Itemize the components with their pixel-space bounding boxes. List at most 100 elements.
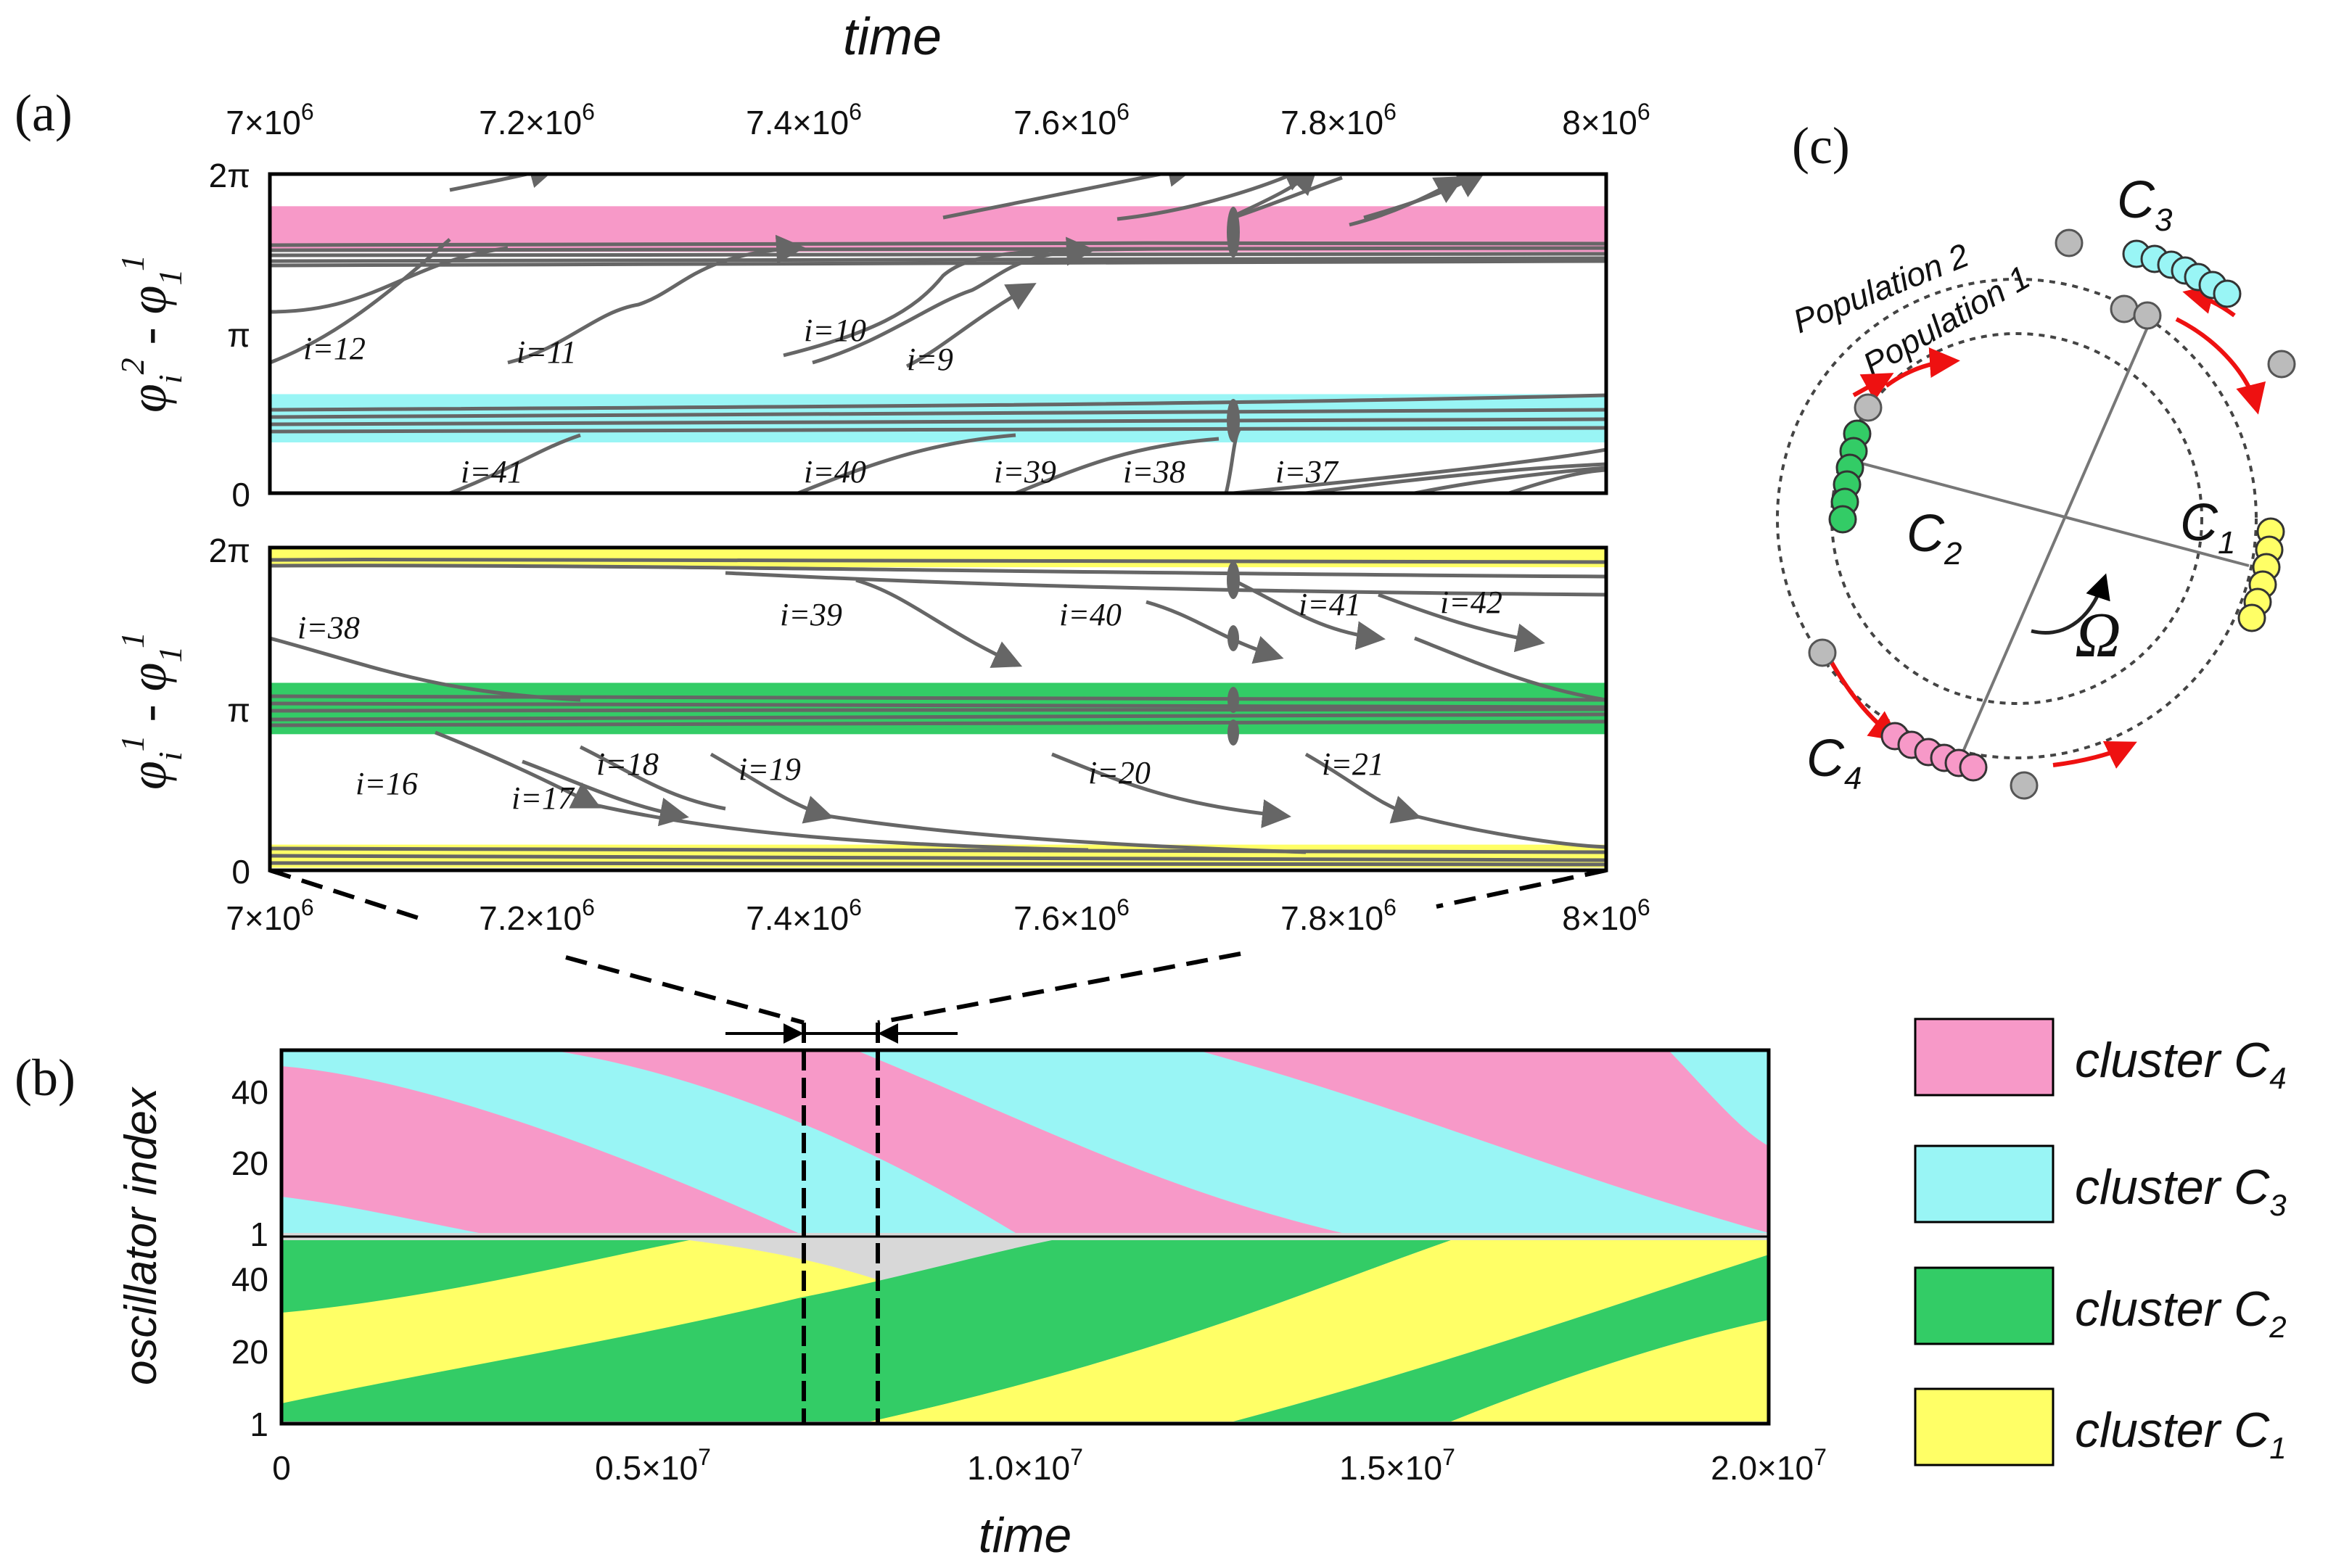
legend-swatch-c1 (1914, 1387, 2055, 1466)
trace-line (507, 234, 805, 365)
crossing-blob (1227, 719, 1239, 746)
red-arrow (2182, 284, 2236, 318)
ytick-2pi-bottom: 2π (209, 532, 250, 569)
trace-line (942, 174, 1197, 220)
panel-label-a: (a) (15, 84, 73, 142)
node-gray (1808, 638, 1837, 667)
a-x-tick-4: 7.8×106 (1280, 894, 1397, 937)
ann-bot-i20: i=20 (1088, 755, 1151, 791)
red-arrow (1852, 373, 1894, 401)
ann-bot-i18: i=18 (596, 746, 659, 782)
trace-line (270, 408, 1606, 419)
trace-line (270, 252, 1606, 257)
crossing-blob (1227, 561, 1240, 599)
band-c1-bottom-upper (270, 548, 1606, 568)
node-gray (1854, 393, 1883, 422)
ann-bot-i41: i=41 (1299, 587, 1361, 622)
trace-line (270, 426, 1606, 434)
trace-line (270, 846, 1606, 854)
a-x-tick-0: 7×106 (226, 894, 313, 937)
zoom-line-left-lower (565, 955, 805, 1025)
ytick-0-bottom: 0 (231, 853, 250, 891)
axes-box-bottom (268, 545, 1608, 872)
node-gray (2110, 294, 2139, 323)
traces-bottom (270, 556, 1606, 867)
node-gray (2267, 350, 2296, 379)
legend-label-c4: cluster C4 (2075, 1033, 2287, 1095)
cluster-c3-points (2122, 239, 2242, 308)
ytick-2pi-top: 2π (209, 157, 250, 194)
omega-label: Ω (2075, 601, 2121, 671)
trace-line (270, 854, 1606, 862)
trace-line (270, 259, 1606, 268)
node-gray (2055, 228, 2084, 257)
legend-label-c3: cluster C3 (2075, 1160, 2287, 1222)
ann-top-i38: i=38 (1123, 454, 1185, 490)
svg-text:φi2 - φ11: φi2 - φ11 (114, 255, 189, 413)
b-top-region-c4c (1197, 1050, 1769, 1233)
trace-line (270, 636, 581, 702)
b-ytick-bot-20: 20 (231, 1333, 268, 1371)
trace-line (826, 814, 1307, 854)
b-ytick-top-1: 1 (250, 1216, 268, 1253)
b-xlabel: time (979, 1508, 1072, 1563)
ytick-pi-top: π (227, 316, 250, 354)
bottom-x-tick-labels-a: 7×106 7.2×106 7.4×106 7.6×106 7.8×106 8×… (226, 894, 1650, 937)
red-arrow (2175, 317, 2266, 415)
ann-bot-i39: i=39 (780, 597, 842, 632)
subplot-a-bottom: 2π π 0 φi1 - φ11 i=38 i=39 i=40 i=41 i=4… (114, 532, 1608, 891)
trace-line (905, 283, 1037, 368)
c2-point (1828, 505, 1857, 534)
b-xtick-0: 0 (272, 1449, 291, 1487)
b-bottom-region-c2 (281, 1240, 1451, 1421)
trace-line (1304, 752, 1422, 824)
trace-line (270, 246, 509, 314)
ylabel-bottom: φi1 - φ11 (114, 632, 189, 790)
ann-top-i10: i=10 (804, 313, 866, 348)
ylabel-top: φi2 - φ11 (114, 255, 189, 413)
cluster-c1-points (2237, 517, 2285, 632)
ann-bot-i40: i=40 (1059, 597, 1122, 632)
ann-top-i40: i=40 (804, 454, 866, 490)
traces-top (270, 174, 1606, 493)
b-ytick-top-40: 40 (231, 1073, 268, 1111)
rotation-arrow (2031, 573, 2110, 635)
trace-line (270, 241, 1606, 247)
node-gray (2010, 771, 2039, 800)
trace-line (710, 752, 834, 824)
red-arrow (1826, 655, 1901, 741)
crossing-blob (1227, 207, 1240, 257)
ring-population-1 (1830, 332, 2203, 705)
cluster-c4-points (1880, 722, 1988, 782)
axis-line-c3-c4 (1957, 318, 2152, 762)
b-bottom-region-c2-top (281, 1240, 689, 1313)
ann-top-i41: i=41 (461, 454, 523, 490)
b-bottom-region-c1c (1451, 1320, 1769, 1421)
trace-line (270, 238, 451, 365)
trace-line (1414, 636, 1606, 702)
trace-line (522, 759, 689, 827)
c3-point (2213, 279, 2242, 308)
top-x-tick-5: 8×106 (1562, 99, 1650, 141)
zoom-line-left-upper (269, 868, 429, 923)
trace-line (1349, 176, 1465, 227)
red-arrow (2052, 741, 2137, 769)
b-ytick-top-20: 20 (231, 1144, 268, 1182)
trace-line (270, 861, 1606, 867)
top-time-title: time (843, 8, 942, 66)
top-x-tick-1: 7.2×106 (479, 99, 595, 141)
trace-line (1414, 466, 1606, 493)
b-xtick-3: 1.5×107 (1339, 1444, 1455, 1487)
zoom-line-right-upper (1436, 868, 1607, 909)
panel-c-diagram: Population 2 Population 1 Ω (1776, 171, 2296, 800)
trace-line (1508, 468, 1606, 493)
trace-line (270, 564, 1606, 579)
axis-line-c1-c2 (1842, 457, 2250, 567)
trace-line (270, 719, 1606, 727)
trace-line (270, 707, 1606, 713)
legend-swatch-c4 (1914, 1018, 2055, 1097)
cluster-c2-points (1828, 419, 1872, 534)
a-x-tick-1: 7.2×106 (479, 894, 595, 937)
trace-line (270, 693, 1606, 702)
